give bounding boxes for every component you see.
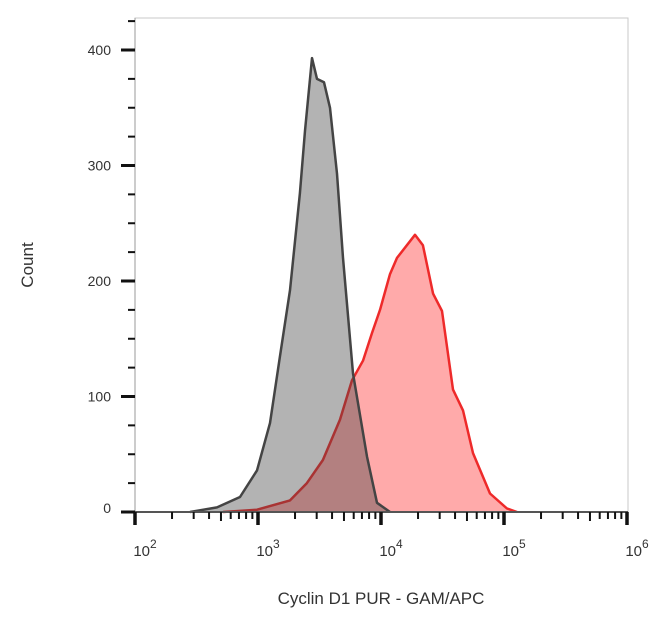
x-tick-base: 10 (625, 543, 642, 560)
x-tick-base: 10 (379, 543, 396, 560)
series-red-fill (223, 234, 517, 513)
x-tick-exponent: 2 (150, 537, 157, 551)
x-tick-label: 106 (625, 537, 649, 560)
x-tick-exponent: 5 (519, 537, 526, 551)
x-tick-exponent: 6 (642, 537, 649, 551)
series-red-line (222, 233, 518, 514)
x-tick-label: 105 (502, 537, 526, 560)
x-axis-label: Cyclin D1 PUR - GAM/APC (278, 589, 485, 608)
x-tick-exponent: 3 (273, 537, 280, 551)
x-tick-exponent: 4 (396, 537, 403, 551)
y-tick-label: 200 (88, 273, 112, 289)
x-tick-base: 10 (133, 543, 150, 560)
x-tick-label: 102 (133, 537, 157, 560)
series-layer (189, 56, 518, 514)
x-tick-base: 10 (502, 543, 519, 560)
y-tick-label: 0 (103, 500, 111, 516)
x-tick-label: 103 (256, 537, 280, 560)
y-axis-label: Count (18, 242, 37, 288)
series-gray-line (189, 56, 391, 514)
y-tick-label: 100 (88, 389, 112, 405)
x-tick-label: 104 (379, 537, 403, 560)
y-tick-label: 300 (88, 158, 112, 174)
series-gray-fill (190, 58, 390, 512)
x-tick-base: 10 (256, 543, 273, 560)
y-tick-label: 400 (88, 42, 112, 58)
